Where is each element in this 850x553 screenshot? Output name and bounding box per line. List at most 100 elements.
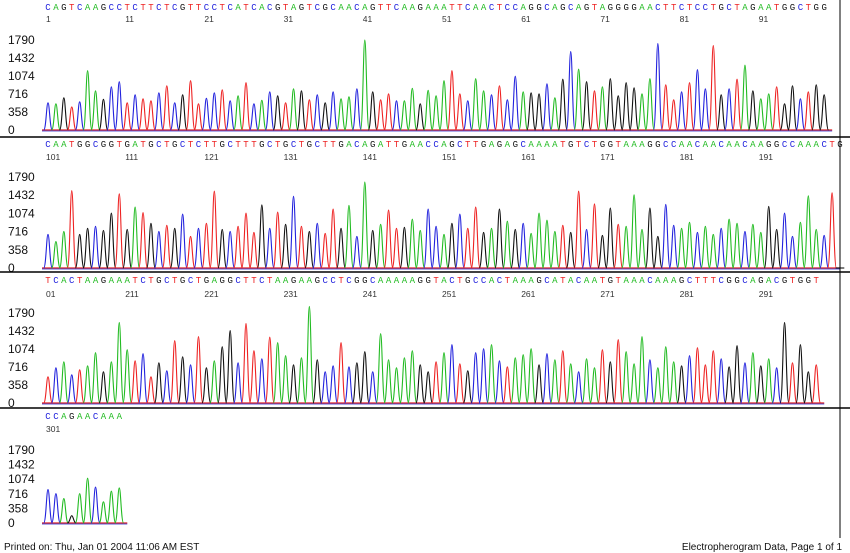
- trace-peak: [510, 75, 521, 131]
- trace-peak: [82, 70, 93, 131]
- base-call: C: [370, 276, 376, 286]
- trace-peak: [613, 223, 624, 269]
- base-call: A: [520, 3, 526, 13]
- trace-peak: [447, 70, 457, 131]
- trace-peak: [811, 364, 822, 404]
- base-call: T: [386, 3, 392, 13]
- trace-peak: [732, 222, 742, 269]
- trace-peak: [478, 348, 489, 404]
- trace-peak: [241, 323, 251, 404]
- trace-peak: [106, 490, 117, 524]
- trace-peak: [645, 359, 655, 404]
- trace-peak: [114, 193, 125, 269]
- base-call: A: [679, 140, 685, 150]
- base-call: A: [291, 3, 297, 13]
- base-call: A: [378, 276, 384, 286]
- trace-peak: [146, 222, 156, 269]
- base-call: G: [283, 140, 288, 150]
- base-call: A: [798, 140, 804, 150]
- trace-peak: [58, 97, 69, 131]
- trace-peak: [98, 229, 109, 269]
- base-call: C: [394, 3, 400, 13]
- trace-peak: [708, 350, 719, 404]
- base-call: A: [806, 140, 812, 150]
- trace-peak: [217, 228, 228, 269]
- trace-peak: [494, 85, 505, 131]
- trace-peak: [296, 225, 307, 269]
- base-call: C: [45, 140, 51, 150]
- base-call: C: [695, 140, 701, 150]
- position-label: 91: [759, 14, 769, 24]
- base-call: G: [425, 276, 430, 286]
- y-tick-label: 1790: [8, 170, 35, 184]
- trace-peak: [462, 100, 473, 131]
- trace-peak: [288, 88, 299, 131]
- trace-peak: [90, 225, 101, 269]
- base-call: G: [536, 276, 541, 286]
- base-call: A: [132, 140, 138, 150]
- trace-peak: [589, 90, 600, 131]
- trace-peak: [312, 359, 323, 404]
- trace-peak: [771, 228, 782, 269]
- base-call: G: [220, 140, 225, 150]
- trace-peak: [122, 349, 133, 404]
- trace-peak: [748, 223, 758, 269]
- trace-peak: [122, 228, 133, 269]
- y-tick-label: 1432: [8, 188, 35, 202]
- base-call: A: [544, 140, 550, 150]
- base-call: C: [354, 140, 360, 150]
- base-call: C: [798, 3, 804, 13]
- trace-peak: [724, 88, 734, 131]
- trace-peak: [637, 336, 647, 404]
- base-call: A: [536, 140, 542, 150]
- trace-peak: [763, 93, 774, 131]
- base-call: T: [275, 140, 281, 150]
- trace-peak: [154, 230, 164, 269]
- base-call: C: [473, 276, 479, 286]
- base-call: A: [758, 3, 764, 13]
- base-call: C: [425, 140, 431, 150]
- trace-peak: [114, 322, 125, 404]
- base-call: A: [346, 140, 352, 150]
- base-call: T: [124, 3, 130, 13]
- base-call: G: [782, 3, 787, 13]
- trace-peak: [114, 487, 125, 524]
- trace-peak: [771, 86, 782, 131]
- trace-peak: [597, 234, 608, 269]
- trace-peak: [787, 85, 798, 131]
- base-call: T: [196, 3, 202, 13]
- trace-peak: [645, 78, 655, 131]
- base-call: G: [259, 140, 264, 150]
- trace-peak: [716, 227, 727, 269]
- base-call: A: [703, 140, 709, 150]
- trace-peak: [383, 93, 394, 131]
- base-call: T: [497, 3, 503, 13]
- trace-peak: [589, 203, 600, 269]
- trace-peak: [573, 68, 584, 131]
- base-call: A: [410, 276, 416, 286]
- y-tick-label: 1432: [8, 458, 35, 472]
- base-call: A: [631, 140, 637, 150]
- trace-peak: [328, 365, 338, 404]
- base-call: C: [196, 140, 202, 150]
- base-call: A: [489, 140, 495, 150]
- trace-peak: [177, 213, 188, 269]
- trace-peak: [82, 365, 93, 404]
- trace-peak: [352, 88, 362, 131]
- trace-peak: [542, 353, 552, 404]
- base-call: A: [505, 140, 511, 150]
- base-call: T: [560, 276, 566, 286]
- base-call: T: [457, 276, 463, 286]
- base-call: A: [647, 3, 653, 13]
- trace-peak: [518, 91, 529, 131]
- base-call: A: [61, 412, 67, 422]
- trace-peak: [304, 230, 315, 269]
- trace-peak: [740, 230, 750, 269]
- trace-peak: [304, 305, 315, 404]
- trace-peak: [542, 83, 552, 131]
- trace-peak: [771, 367, 782, 404]
- base-call: T: [663, 3, 669, 13]
- trace-peak: [336, 342, 346, 404]
- trace-peak: [201, 222, 212, 269]
- trace-peak: [621, 82, 632, 131]
